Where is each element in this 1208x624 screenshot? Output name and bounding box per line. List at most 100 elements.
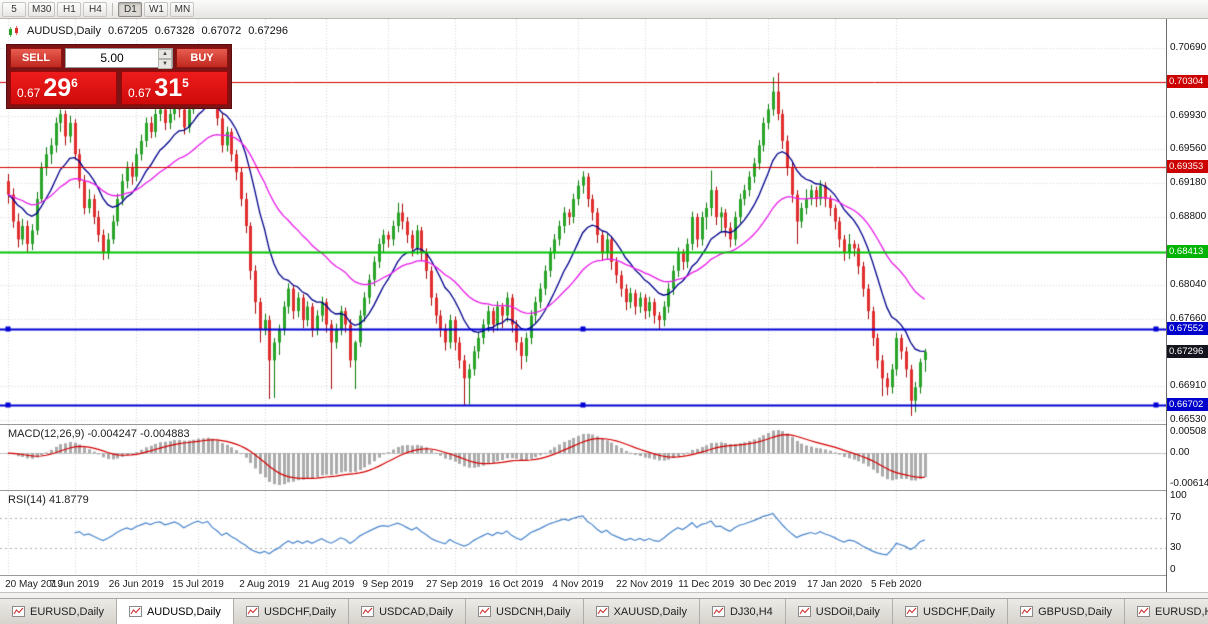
- tab-label: USDCNH,Daily: [496, 605, 571, 618]
- price-axis-label: 0.68800: [1170, 211, 1207, 223]
- timeframe-button-5[interactable]: 5: [2, 1, 26, 17]
- buy-price-button[interactable]: 0.67 31 5: [121, 71, 228, 105]
- buy-price-base: 0.67: [128, 86, 152, 100]
- date-axis-label: 11 Dec 2019: [678, 579, 735, 590]
- chart-tab-usdchf-daily[interactable]: USDCHF,Daily: [233, 599, 350, 624]
- chart-tab-dj30-h4[interactable]: DJ30,H4: [699, 599, 786, 624]
- timeframe-button-h1[interactable]: H1: [57, 1, 82, 17]
- sell-price-pips: 29: [43, 74, 72, 102]
- tab-bar-gap: [0, 592, 1208, 598]
- price-line-tag: 0.69353: [1167, 160, 1208, 174]
- sell-price-point: 6: [71, 76, 78, 90]
- tab-chart-icon: [478, 606, 492, 617]
- panel-separator: [0, 424, 1166, 425]
- rsi-indicator-canvas[interactable]: [0, 491, 1166, 575]
- chart-tab-gbpusd-daily[interactable]: GBPUSD,Daily: [1008, 599, 1126, 624]
- tab-label: GBPUSD,Daily: [1038, 605, 1113, 618]
- tab-chart-icon: [904, 606, 918, 617]
- date-axis: 20 May 2019 7 Jun 2019 26 Jun 2019 15 Jul 2…: [0, 576, 1166, 592]
- macd-label: MACD(12,26,9) -0.004247 -0.004883: [8, 428, 190, 440]
- tab-chart-icon: [1020, 606, 1034, 617]
- ohlc-close: 0.67296: [248, 25, 289, 37]
- rsi-axis-label: 0: [1170, 564, 1176, 575]
- tab-label: XAUUSD,Daily: [613, 605, 687, 618]
- macd-indicator-canvas[interactable]: [0, 425, 1166, 490]
- date-axis-label: 7 Jun 2019: [49, 579, 100, 590]
- panel-separator: [0, 575, 1166, 576]
- buy-price-point: 5: [182, 76, 189, 90]
- price-axis-label: 0.66910: [1170, 380, 1207, 392]
- date-axis-label: 5 Feb 2020: [870, 579, 922, 590]
- tab-label: USDCHF,Daily: [922, 605, 996, 618]
- date-axis-label: 30 Dec 2019: [739, 579, 797, 590]
- chart-tab-usdoil-daily[interactable]: USDOil,Daily: [785, 599, 893, 624]
- toolbar-separator: [112, 2, 114, 16]
- ohlc-high: 0.67328: [154, 25, 195, 37]
- symbol-chart-icon: [9, 25, 18, 37]
- chart-tabs-bar: EURUSD,Daily AUDUSD,Daily USDCHF,Daily USDC…: [0, 598, 1208, 624]
- price-axis-label: 0.69930: [1170, 109, 1207, 121]
- sell-price-button[interactable]: 0.67 29 6: [10, 71, 117, 105]
- date-axis-label: 15 Jul 2019: [172, 579, 224, 590]
- chart-tab-usdchf-daily[interactable]: USDCHF,Daily: [892, 599, 1009, 624]
- date-axis-label: 21 Aug 2019: [298, 579, 355, 590]
- chart-workspace[interactable]: AUDUSD,Daily 0.67205 0.67328 0.67072 0.6…: [0, 19, 1208, 592]
- tab-label: EURUSD,H1: [1155, 605, 1208, 618]
- tab-label: AUDUSD,Daily: [146, 605, 221, 618]
- chart-tab-eurusd-h1[interactable]: EURUSD,H1: [1125, 599, 1208, 624]
- tab-chart-icon: [711, 606, 725, 617]
- price-line-tag: 0.68413: [1167, 244, 1208, 258]
- price-axis-label: 0.67660: [1170, 313, 1207, 325]
- chart-tab-xauusd-daily[interactable]: XAUUSD,Daily: [583, 599, 700, 624]
- chart-tab-audusd-daily[interactable]: AUDUSD,Daily: [116, 599, 234, 624]
- chart-tab-usdcnh-daily[interactable]: USDCNH,Daily: [466, 599, 584, 624]
- symbol-name: AUDUSD,Daily: [27, 25, 101, 37]
- tab-chart-icon: [361, 606, 375, 617]
- macd-axis-label: -0.00614: [1170, 478, 1208, 489]
- tab-chart-icon: [797, 606, 811, 617]
- sell-button[interactable]: SELL: [10, 48, 62, 68]
- price-axis: 0.70690 0.69930 0.69560 0.69180 0.68800 0.680…: [1166, 19, 1208, 592]
- price-line-tag: 0.70304: [1167, 75, 1208, 89]
- tab-label: EURUSD,Daily: [30, 605, 104, 618]
- tab-chart-icon: [1137, 606, 1151, 617]
- tab-chart-icon: [595, 606, 609, 617]
- date-axis-label: 27 Sep 2019: [426, 579, 483, 590]
- chart-tab-usdcad-daily[interactable]: USDCAD,Daily: [349, 599, 467, 624]
- macd-axis-label: 0.00: [1170, 447, 1190, 459]
- date-axis-label: 2 Aug 2019: [239, 579, 290, 590]
- price-line-tag: 0.66702: [1167, 398, 1208, 411]
- tab-label: DJ30,H4: [729, 605, 773, 618]
- date-axis-label: 9 Sep 2019: [362, 579, 414, 590]
- date-axis-label: 16 Oct 2019: [489, 579, 544, 590]
- timeframe-button-mn[interactable]: MN: [170, 1, 195, 17]
- symbol-header: AUDUSD,Daily 0.67205 0.67328 0.67072 0.6…: [8, 25, 288, 37]
- timeframe-button-d1[interactable]: D1: [118, 1, 143, 17]
- tab-label: USDCHF,Daily: [263, 605, 337, 618]
- panel-separator: [0, 490, 1166, 491]
- price-axis-label: 0.70690: [1170, 41, 1207, 53]
- macd-axis-label: 0.00508: [1170, 426, 1207, 437]
- price-axis-label: 0.69180: [1170, 176, 1207, 188]
- chart-tab-eurusd-daily[interactable]: EURUSD,Daily: [0, 599, 117, 624]
- volume-stepper: ▲ ▼: [158, 49, 172, 69]
- timeframe-button-m30[interactable]: M30: [28, 1, 56, 17]
- volume-value: 5.00: [100, 51, 124, 65]
- buy-button[interactable]: BUY: [176, 48, 228, 68]
- current-price-tag: 0.67296: [1167, 344, 1208, 358]
- tab-chart-icon: [128, 606, 142, 617]
- sell-price-base: 0.67: [17, 86, 41, 100]
- volume-down-button[interactable]: ▼: [158, 59, 172, 69]
- volume-field[interactable]: 5.00 ▲ ▼: [65, 48, 173, 69]
- price-axis-label: 0.69560: [1170, 142, 1207, 154]
- buy-price-pips: 31: [154, 74, 183, 102]
- timeframe-button-h4[interactable]: H4: [83, 1, 108, 17]
- tab-label: USDOil,Daily: [815, 605, 880, 618]
- date-axis-label: 4 Nov 2019: [552, 579, 604, 590]
- date-axis-label: 22 Nov 2019: [616, 579, 673, 590]
- rsi-axis-label: 30: [1170, 541, 1182, 553]
- ohlc-low: 0.67072: [201, 25, 242, 37]
- volume-up-button[interactable]: ▲: [158, 49, 172, 59]
- timeframe-button-w1[interactable]: W1: [144, 1, 169, 17]
